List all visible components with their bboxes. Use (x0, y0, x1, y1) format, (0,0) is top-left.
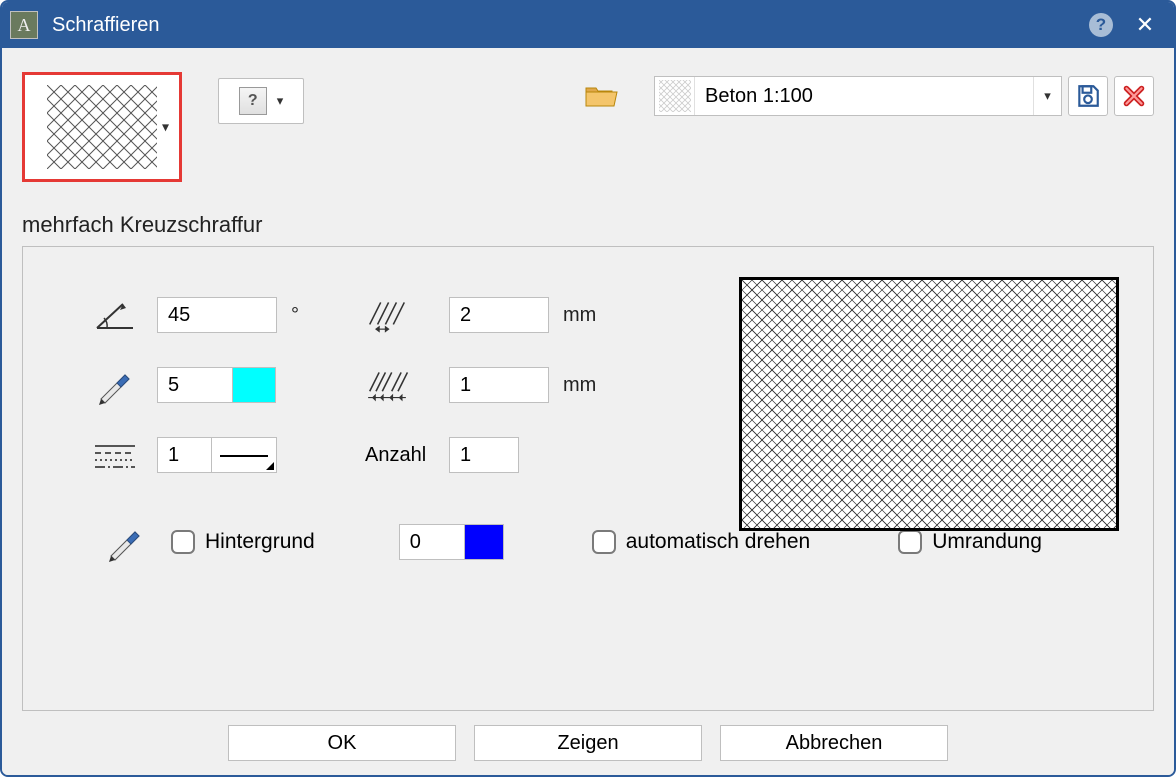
count-input[interactable]: 1 (449, 437, 519, 473)
pen-icon (93, 366, 137, 404)
dialog-body: ▾ ? ▾ (2, 48, 1174, 775)
open-folder-button[interactable] (584, 82, 618, 108)
pen-color-swatch[interactable] (232, 367, 276, 403)
params-panel: 45 ° (22, 246, 1154, 711)
outline-checkbox[interactable] (898, 530, 922, 554)
background-color-swatch[interactable] (464, 524, 504, 560)
help-icon: ? (1089, 13, 1113, 37)
outline-label: Umrandung (932, 530, 1042, 554)
show-button[interactable]: Zeigen (474, 725, 702, 761)
count-label: Anzahl (365, 444, 435, 467)
titlebar: A Schraffieren ? ✕ (2, 2, 1174, 48)
chevron-down-icon: ▾ (162, 119, 169, 136)
save-icon (1075, 83, 1101, 109)
angle-icon (93, 296, 137, 334)
crosshatch-swatch-icon (47, 85, 157, 169)
angle-unit: ° (291, 304, 351, 327)
pen-input[interactable]: 5 (157, 367, 233, 403)
dialog-buttons: OK Zeigen Abbrechen (22, 711, 1154, 761)
background-pen-input[interactable]: 0 (399, 524, 465, 560)
spacing1-icon (365, 296, 409, 334)
chevron-down-icon: ▾ (1033, 77, 1061, 115)
linetype-picker[interactable] (211, 437, 277, 473)
spacing1-input[interactable]: 2 (449, 297, 549, 333)
preset-thumb-icon (655, 77, 695, 115)
hatch-type-label: mehrfach Kreuzschraffur (22, 212, 1154, 238)
spacing1-unit: mm (563, 304, 613, 327)
delete-preset-button[interactable] (1114, 76, 1154, 116)
spacing2-input[interactable]: 1 (449, 367, 549, 403)
hatch-dialog: A Schraffieren ? ✕ ▾ (0, 0, 1176, 777)
preset-row: Beton 1:100 ▾ (654, 76, 1154, 116)
linetype-icon (93, 436, 137, 474)
book-icon: ? (239, 87, 267, 115)
delete-x-icon (1121, 83, 1147, 109)
angle-input[interactable]: 45 (157, 297, 277, 333)
autorotate-label: automatisch drehen (626, 530, 810, 554)
save-preset-button[interactable] (1068, 76, 1108, 116)
pen-icon (103, 523, 147, 561)
app-icon: A (10, 11, 38, 39)
background-checkbox[interactable] (171, 530, 195, 554)
autorotate-checkbox[interactable] (592, 530, 616, 554)
spacing2-icon (365, 366, 409, 404)
help-button[interactable]: ? (1086, 10, 1116, 40)
close-icon: ✕ (1136, 12, 1154, 38)
preset-label: Beton 1:100 (695, 85, 1033, 108)
linetype-input[interactable]: 1 (157, 437, 212, 473)
cancel-button[interactable]: Abbrechen (720, 725, 948, 761)
close-button[interactable]: ✕ (1130, 10, 1160, 40)
window-title: Schraffieren (52, 14, 159, 37)
top-row: ▾ ? ▾ (22, 48, 1154, 182)
preset-combo[interactable]: Beton 1:100 ▾ (654, 76, 1062, 116)
ok-button[interactable]: OK (228, 725, 456, 761)
chevron-down-icon: ▾ (277, 93, 284, 109)
hatch-type-selector[interactable]: ▾ (22, 72, 182, 182)
background-label: Hintergrund (205, 530, 315, 554)
library-button[interactable]: ? ▾ (218, 78, 304, 124)
spacing2-unit: mm (563, 374, 613, 397)
hatch-preview (739, 277, 1119, 531)
